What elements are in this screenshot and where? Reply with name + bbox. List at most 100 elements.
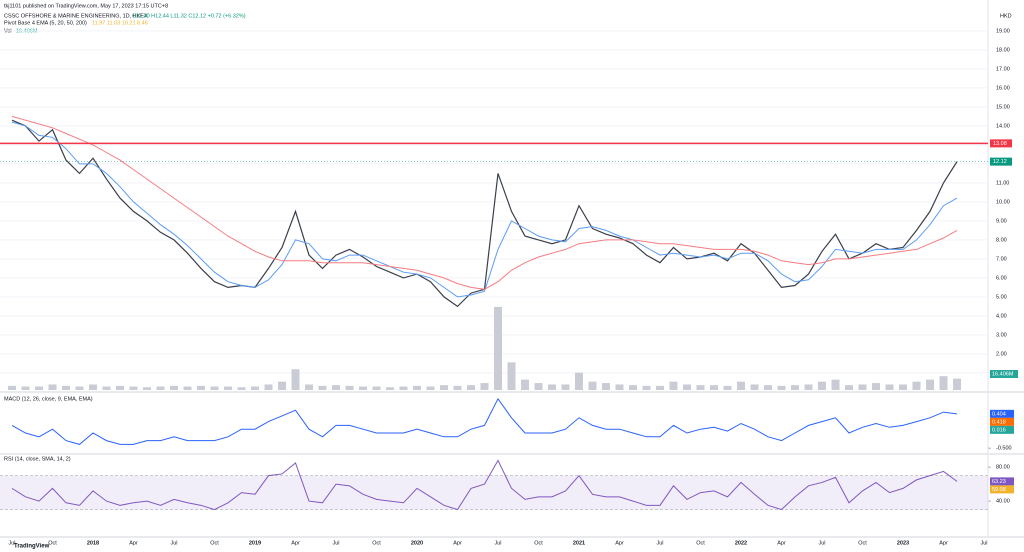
volume-bar xyxy=(372,386,381,390)
y-tick-label: 6.00 xyxy=(996,275,1007,281)
value-badge xyxy=(990,417,1014,426)
volume-bar xyxy=(723,385,732,390)
y-tick-label: -0.500 xyxy=(996,446,1012,452)
y-tick-label: 5.00 xyxy=(996,294,1007,300)
y-tick-label: 9.00 xyxy=(996,218,1007,224)
currency: HKD xyxy=(1000,13,1012,19)
series-line xyxy=(11,121,958,298)
rsi-title: RSI (14, close, SMA, 14, 2) xyxy=(4,456,71,462)
volume-bar xyxy=(939,376,948,390)
x-tick-label: Apr xyxy=(939,540,948,546)
x-tick-label: Jul xyxy=(980,540,987,546)
volume-bar xyxy=(872,383,880,390)
volume-bar xyxy=(561,384,570,390)
volume-bar xyxy=(750,384,759,390)
volume-bar xyxy=(804,384,813,390)
volume-bar xyxy=(885,384,894,390)
volume-bar xyxy=(548,384,556,390)
volume-bar xyxy=(683,384,691,390)
price-badge xyxy=(990,139,1012,148)
macd-title: MACD (12, 26, close, 9, EMA, EMA) xyxy=(4,396,93,402)
volume-bar xyxy=(197,385,205,390)
volume-bar xyxy=(62,385,70,390)
value-badge xyxy=(990,485,1014,494)
volume-bar xyxy=(129,386,138,390)
volume-bar xyxy=(534,383,543,390)
volume-bar xyxy=(183,386,192,390)
publisher: tkj1101 published on TradingView.com, Ma… xyxy=(4,3,168,9)
volume-bar xyxy=(237,387,246,390)
volume-bar xyxy=(413,385,421,390)
volume-bar xyxy=(494,306,502,390)
price-badge xyxy=(990,157,1012,166)
volume-bar xyxy=(170,385,178,390)
price-badge-label: 12.12 xyxy=(993,159,1007,165)
volume-bar xyxy=(251,386,259,390)
x-tick-label: Oct xyxy=(48,540,57,546)
x-tick-label: 2023 xyxy=(897,540,909,546)
ohlc: O11.40 H12.44 L11.32 C12.12 +0.72 (+6.32… xyxy=(132,13,246,19)
value-badge-label: 0.418 xyxy=(992,419,1006,425)
y-tick-label: 15.00 xyxy=(996,104,1010,110)
x-tick-label: Jul xyxy=(8,540,15,546)
volume-bar xyxy=(615,384,624,390)
y-tick-label: 18.00 xyxy=(996,47,1010,53)
x-tick-label: Apr xyxy=(129,540,138,546)
x-tick-label: Oct xyxy=(372,540,381,546)
volume-bar xyxy=(224,386,232,390)
symbol: CSSC OFFSHORE & MARINE ENGINEERING, 1D, … xyxy=(4,13,148,19)
value-badge xyxy=(990,425,1014,434)
volume-bar xyxy=(102,386,111,390)
volume-bar xyxy=(210,386,219,390)
y-tick-label: 7.00 xyxy=(996,256,1007,262)
volume-bar xyxy=(386,387,394,390)
volume-bar xyxy=(791,385,799,390)
footer: TradingView xyxy=(14,544,50,550)
volume-bar xyxy=(305,384,313,390)
x-tick-label: 2019 xyxy=(249,540,261,546)
rsi-band xyxy=(0,475,988,510)
volume-bar xyxy=(278,381,286,390)
volume-bar xyxy=(696,385,705,390)
volume-bar xyxy=(858,384,867,390)
y-tick-label: 2.00 xyxy=(996,351,1007,357)
volume-bar xyxy=(440,385,448,390)
volume-bar xyxy=(291,369,300,390)
x-tick-label: 2020 xyxy=(411,540,423,546)
volume-value: 16.406M xyxy=(16,28,38,34)
volume-bar xyxy=(399,386,408,390)
x-tick-label: Jul xyxy=(170,540,177,546)
volume-bar xyxy=(89,384,97,390)
x-tick-label: 2022 xyxy=(735,540,747,546)
series-line xyxy=(11,115,958,290)
volume-bar xyxy=(899,384,907,390)
volume-bar xyxy=(480,383,489,390)
value-badge xyxy=(990,409,1014,418)
value-badge-label: 0.404 xyxy=(992,411,1006,417)
volume-bar xyxy=(953,378,961,390)
y-tick-label: 80.00 xyxy=(996,465,1010,471)
x-tick-label: Jul xyxy=(332,540,339,546)
x-tick-label: Jul xyxy=(656,540,663,546)
volume-bar xyxy=(926,379,934,390)
volume-bar xyxy=(656,385,664,390)
volume-bar xyxy=(831,379,840,390)
x-tick-label: Apr xyxy=(615,540,624,546)
volume-bar xyxy=(642,385,651,390)
y-tick-label: 8.00 xyxy=(996,237,1007,243)
volume-bar xyxy=(467,385,475,390)
volume-bar xyxy=(737,381,745,390)
volume-bar xyxy=(845,385,853,390)
x-tick-label: Oct xyxy=(858,540,867,546)
volume-bar xyxy=(818,381,826,390)
volume-badge-label: 16.406M xyxy=(992,371,1014,377)
volume-bar xyxy=(453,385,462,390)
y-tick-label: 4.00 xyxy=(996,313,1007,319)
y-tick-label: 11.00 xyxy=(996,180,1009,186)
volume-bar xyxy=(48,384,57,390)
volume-bar xyxy=(318,385,327,390)
volume-label: Vol xyxy=(4,28,12,34)
y-tick-label: 3.00 xyxy=(996,332,1007,338)
